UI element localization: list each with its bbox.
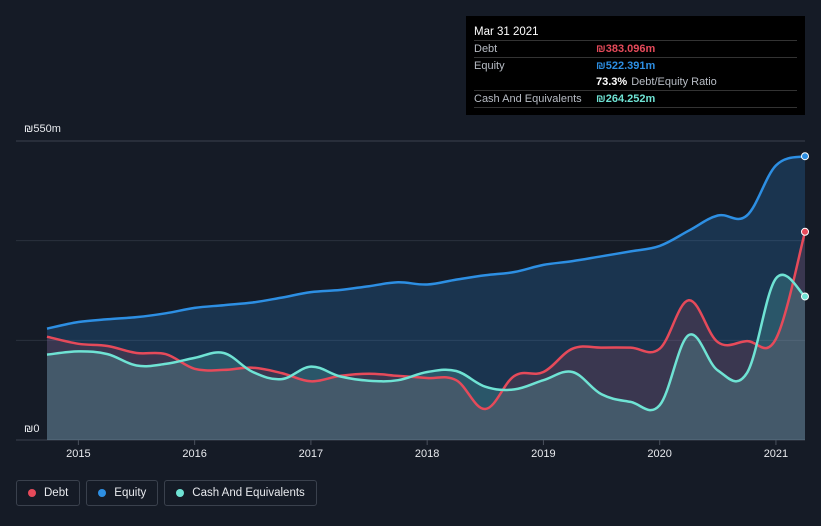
series-lines bbox=[46, 154, 807, 412]
tooltip-equity-value: ₪522.391m bbox=[596, 60, 656, 72]
legend-debt-label: Debt bbox=[44, 487, 69, 499]
x-tick-label: 2017 bbox=[299, 448, 323, 460]
tooltip-row-equity: Equity ₪522.391m bbox=[474, 58, 797, 74]
legend-equity-swatch bbox=[98, 489, 107, 497]
x-axis-ticks: 2015 2016 2017 2018 2019 2020 2021 bbox=[66, 440, 788, 460]
x-tick-label: 2016 bbox=[182, 448, 206, 460]
x-tick-label: 2018 bbox=[415, 448, 439, 460]
legend-item-debt[interactable]: Debt bbox=[16, 480, 81, 506]
legend-debt-swatch bbox=[28, 489, 36, 497]
tooltip-ratio-value: 73.3% bbox=[596, 76, 628, 88]
x-tick-label: 2019 bbox=[531, 448, 555, 460]
tooltip-debt-value: ₪383.096m bbox=[596, 43, 656, 55]
legend-equity-label: Equity bbox=[114, 487, 147, 499]
tooltip-date: Mar 31 2021 bbox=[474, 24, 797, 41]
tooltip-row-ratio: 73.3% Debt/Equity Ratio bbox=[474, 74, 797, 91]
legend-cash-swatch bbox=[176, 489, 185, 497]
legend-item-cash[interactable]: Cash And Equivalents bbox=[164, 480, 317, 506]
x-tick-label: 2021 bbox=[764, 448, 788, 460]
tooltip-row-debt: Debt ₪383.096m bbox=[474, 41, 797, 58]
tooltip-panel: Mar 31 2021 Debt ₪383.096m Equity ₪522.3… bbox=[466, 16, 805, 115]
cash-end-marker[interactable] bbox=[801, 292, 809, 301]
tooltip-ratio-label: Debt/Equity Ratio bbox=[631, 76, 717, 88]
tooltip-equity-label: Equity bbox=[474, 60, 505, 72]
legend-cash-label: Cash And Equivalents bbox=[192, 487, 305, 499]
equity-line bbox=[46, 154, 806, 330]
y-axis-bottom-label: ₪0 bbox=[24, 423, 39, 435]
series-end-markers bbox=[801, 152, 809, 301]
y-axis-top-label: ₪550m bbox=[24, 123, 61, 135]
legend-item-equity[interactable]: Equity bbox=[86, 480, 159, 506]
debt-end-marker[interactable] bbox=[801, 227, 809, 236]
x-tick-label: 2015 bbox=[66, 448, 90, 460]
series-areas bbox=[47, 156, 805, 440]
tooltip-cash-label: Cash And Equivalents bbox=[474, 93, 582, 105]
debt-area bbox=[47, 231, 805, 440]
x-tick-label: 2020 bbox=[647, 448, 671, 460]
chart-legend: Debt Equity Cash And Equivalents bbox=[16, 480, 317, 506]
debt-line bbox=[46, 231, 807, 411]
tooltip-cash-value: ₪264.252m bbox=[596, 93, 656, 105]
cash-line bbox=[46, 273, 806, 412]
equity-end-marker[interactable] bbox=[801, 152, 809, 161]
cash-area bbox=[47, 274, 805, 440]
tooltip-row-cash: Cash And Equivalents ₪264.252m bbox=[474, 91, 797, 108]
tooltip-debt-label: Debt bbox=[474, 43, 498, 55]
